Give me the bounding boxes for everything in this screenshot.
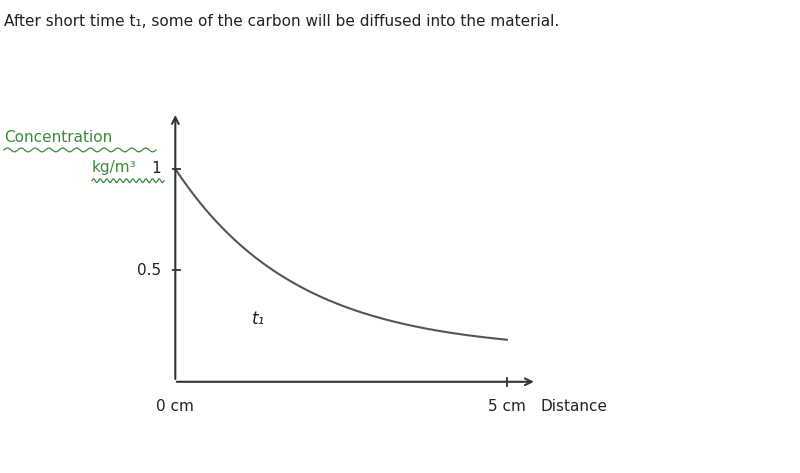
Text: 0.5: 0.5	[137, 263, 161, 278]
Text: Distance: Distance	[540, 399, 607, 414]
Text: Concentration: Concentration	[4, 130, 112, 145]
Text: 1: 1	[151, 161, 161, 176]
Text: t₁: t₁	[251, 310, 265, 328]
Text: kg/m³: kg/m³	[92, 160, 137, 175]
Text: 5 cm: 5 cm	[488, 399, 526, 414]
Text: After short time t₁, some of the carbon will be diffused into the material.: After short time t₁, some of the carbon …	[4, 14, 559, 29]
Text: 0 cm: 0 cm	[156, 399, 194, 414]
